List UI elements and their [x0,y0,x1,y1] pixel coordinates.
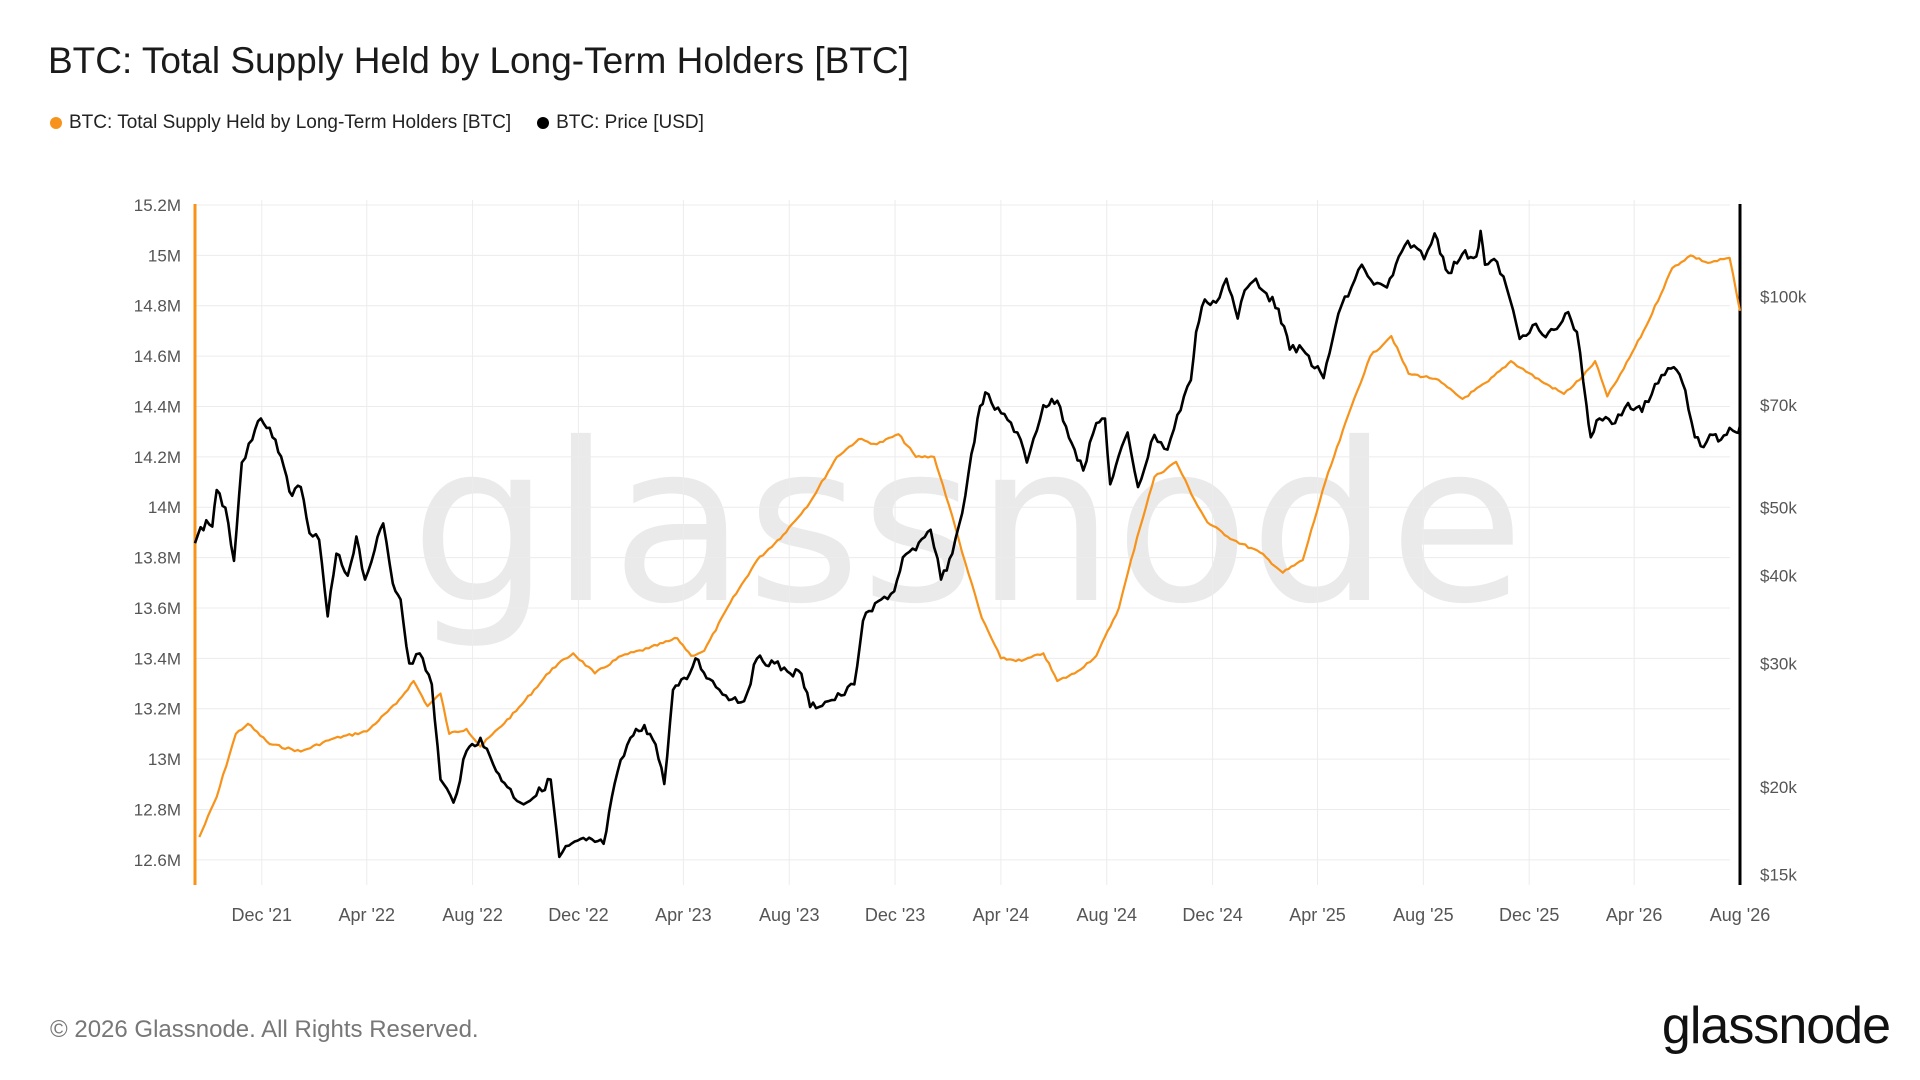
x-tick-label: Aug '22 [442,905,503,925]
y-left-tick-label: 14.6M [134,347,181,366]
legend-item-supply[interactable]: BTC: Total Supply Held by Long-Term Hold… [50,112,511,134]
x-tick-label: Aug '26 [1710,905,1771,925]
legend: BTC: Total Supply Held by Long-Term Hold… [50,112,730,134]
y-right-tick-label: $40k [1760,567,1797,586]
legend-dot-price [537,117,550,129]
x-tick-label: Apr '26 [1606,905,1662,925]
y-left-tick-label: 15.2M [134,196,181,215]
y-left-tick-label: 13M [148,750,181,769]
series-line-supply [198,254,1742,838]
x-tick-label: Dec '25 [1499,905,1559,925]
y-left-tick-label: 13.8M [134,549,181,568]
y-left-tick-label: 14.4M [134,397,181,416]
y-right-tick-label: $30k [1760,654,1797,673]
y-left-tick-label: 14.2M [134,448,181,467]
x-tick-label: Dec '22 [548,905,608,925]
y-left-tick-label: 13.6M [134,599,181,618]
y-right-tick-label: $100k [1760,287,1807,306]
x-tick-label: Aug '23 [759,905,820,925]
legend-label-supply: BTC: Total Supply Held by Long-Term Hold… [69,112,512,133]
y-left-tick-label: 13.4M [134,649,181,668]
y-right-tick-label: $70k [1760,396,1797,415]
x-tick-label: Apr '23 [655,905,711,925]
y-left-tick-label: 15M [148,246,181,265]
y-right-tick-label: $15k [1760,866,1797,885]
x-tick-label: Dec '24 [1182,905,1242,925]
x-tick-label: Apr '22 [339,905,395,925]
watermark-text: glassnode [411,396,1525,652]
y-right-tick-label: $20k [1760,778,1797,797]
legend-label-price: BTC: Price [USD] [556,112,704,133]
y-left-tick-label: 13.2M [134,700,181,719]
y-left-tick-label: 14M [148,498,181,517]
x-tick-label: Apr '25 [1289,905,1345,925]
x-tick-label: Apr '24 [973,905,1029,925]
legend-dot-supply [50,117,62,129]
chart-title: BTC: Total Supply Held by Long-Term Hold… [48,40,909,81]
series-line-price [193,229,1742,859]
y-right-tick-label: $50k [1760,499,1797,518]
copyright-text: © 2026 Glassnode. All Rights Reserved. [50,1016,479,1043]
x-tick-label: Aug '24 [1076,905,1137,925]
y-left-tick-label: 12.6M [134,851,181,870]
x-tick-label: Aug '25 [1393,905,1454,925]
y-left-tick-label: 12.8M [134,800,181,819]
x-tick-label: Dec '23 [865,905,925,925]
x-tick-label: Dec '21 [232,905,292,925]
y-left-tick-label: 14.8M [134,297,181,316]
glassnode-logo: glassnode [1661,997,1891,1055]
legend-item-price[interactable]: BTC: Price [USD] [537,112,704,134]
